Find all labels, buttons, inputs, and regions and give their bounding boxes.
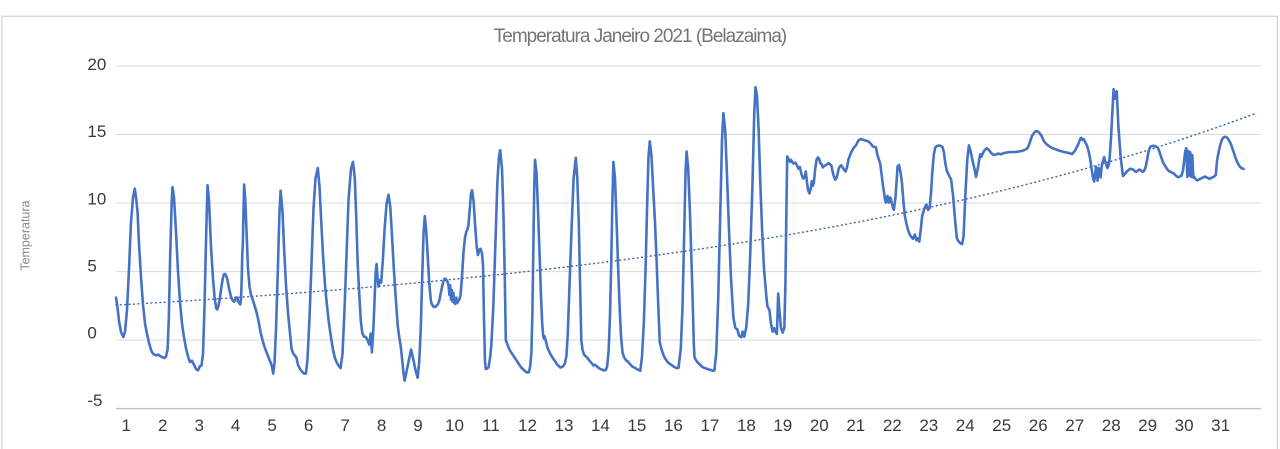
svg-text:21: 21 xyxy=(846,416,865,435)
svg-text:20: 20 xyxy=(87,55,106,74)
svg-text:20: 20 xyxy=(810,416,829,435)
svg-text:24: 24 xyxy=(956,416,975,435)
svg-text:5: 5 xyxy=(87,257,96,276)
svg-text:28: 28 xyxy=(1102,416,1121,435)
svg-text:2: 2 xyxy=(158,416,167,435)
svg-text:12: 12 xyxy=(518,416,537,435)
svg-text:3: 3 xyxy=(194,416,203,435)
svg-text:1: 1 xyxy=(121,416,130,435)
svg-text:10: 10 xyxy=(445,416,464,435)
svg-text:22: 22 xyxy=(883,416,902,435)
svg-text:11: 11 xyxy=(482,416,500,435)
svg-text:Temperatura: Temperatura xyxy=(18,200,32,270)
svg-text:0: 0 xyxy=(87,324,96,343)
svg-text:18: 18 xyxy=(737,416,756,435)
svg-text:7: 7 xyxy=(340,416,349,435)
svg-text:9: 9 xyxy=(413,416,422,435)
svg-text:23: 23 xyxy=(919,416,938,435)
svg-text:4: 4 xyxy=(231,416,240,435)
svg-text:-5: -5 xyxy=(87,391,102,410)
svg-text:17: 17 xyxy=(700,416,719,435)
svg-text:10: 10 xyxy=(87,189,106,208)
svg-text:15: 15 xyxy=(627,416,646,435)
svg-text:27: 27 xyxy=(1065,416,1084,435)
svg-text:19: 19 xyxy=(773,416,792,435)
svg-text:16: 16 xyxy=(664,416,683,435)
svg-text:29: 29 xyxy=(1138,416,1157,435)
svg-text:8: 8 xyxy=(377,416,386,435)
svg-text:6: 6 xyxy=(304,416,313,435)
svg-text:30: 30 xyxy=(1175,416,1194,435)
svg-text:Temperatura Janeiro 2021 (Bela: Temperatura Janeiro 2021 (Belazaima) xyxy=(494,26,787,47)
svg-text:14: 14 xyxy=(591,416,610,435)
svg-text:5: 5 xyxy=(267,416,276,435)
svg-text:31: 31 xyxy=(1211,416,1230,435)
svg-text:26: 26 xyxy=(1029,416,1048,435)
svg-text:25: 25 xyxy=(992,416,1011,435)
svg-text:13: 13 xyxy=(555,416,574,435)
svg-text:15: 15 xyxy=(87,122,106,141)
